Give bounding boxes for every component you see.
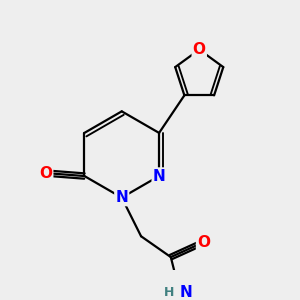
Text: H: H [164,286,175,299]
Text: O: O [197,235,210,250]
Text: N: N [116,190,128,205]
Text: N: N [180,285,193,300]
Text: O: O [39,166,52,181]
Text: N: N [153,169,166,184]
Text: O: O [193,42,206,57]
